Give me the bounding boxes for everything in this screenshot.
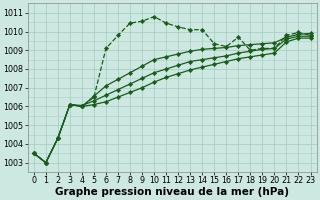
X-axis label: Graphe pression niveau de la mer (hPa): Graphe pression niveau de la mer (hPa)	[55, 187, 289, 197]
